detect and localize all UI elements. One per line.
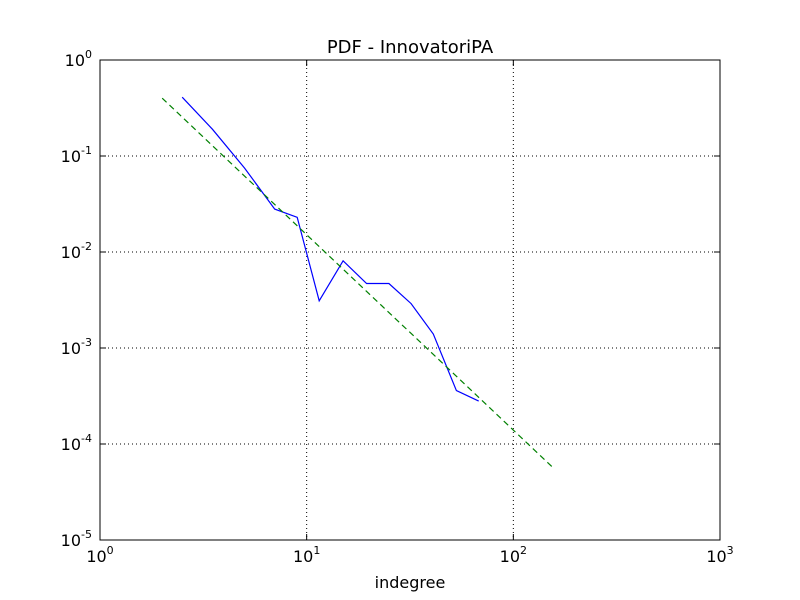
x-axis-label: indegree — [375, 573, 446, 592]
y-tick-label-base: 10 — [61, 339, 81, 358]
y-tick-label: 10-4 — [61, 432, 92, 454]
tick-marks — [99, 59, 721, 541]
y-tick-label: 10-3 — [61, 336, 92, 358]
x-tick-label: 101 — [293, 544, 320, 566]
x-tick-label-base: 10 — [500, 547, 520, 566]
data-line — [181, 96, 479, 402]
y-tick-label-exponent: -3 — [81, 336, 92, 349]
x-tick-label-exponent: 3 — [727, 544, 734, 557]
y-tick-label-exponent: -4 — [81, 432, 92, 445]
y-tick-label-base: 10 — [61, 243, 81, 262]
plot-frame — [99, 59, 721, 541]
y-tick-label-exponent: -1 — [81, 144, 92, 157]
y-tick-label-base: 10 — [61, 531, 81, 550]
x-tick-label: 103 — [706, 544, 733, 566]
y-tick-label-base: 10 — [65, 51, 85, 70]
x-tick-labels: 100 101 102 103 — [86, 544, 733, 566]
y-tick-label: 10-5 — [61, 528, 92, 550]
y-tick-label: 10-2 — [61, 240, 92, 262]
x-tick-label-base: 10 — [86, 547, 106, 566]
y-tick-label-exponent: 0 — [85, 48, 92, 61]
x-tick-label: 102 — [500, 544, 527, 566]
x-tick-label-exponent: 0 — [107, 544, 114, 557]
chart-title: PDF - InnovatoriPA — [327, 37, 494, 58]
series-layer — [161, 96, 555, 470]
fit-line-dashed — [161, 97, 555, 470]
x-tick-label-exponent: 1 — [313, 544, 320, 557]
y-tick-label-base: 10 — [61, 147, 81, 166]
y-tick-label: 100 — [65, 48, 92, 70]
y-tick-label: 10-1 — [61, 144, 92, 166]
x-tick-label-exponent: 2 — [520, 544, 527, 557]
y-tick-label-exponent: -5 — [81, 528, 92, 541]
y-tick-label-base: 10 — [61, 435, 81, 454]
y-tick-label-exponent: -2 — [81, 240, 92, 253]
grid — [100, 60, 720, 540]
x-tick-label-base: 10 — [293, 547, 313, 566]
x-tick-label: 100 — [86, 544, 113, 566]
x-tick-label-base: 10 — [706, 547, 726, 566]
